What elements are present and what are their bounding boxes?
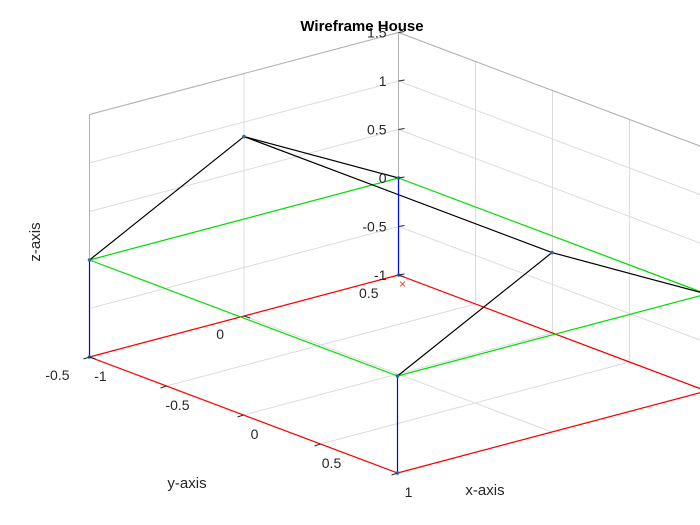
x-tick-mark <box>237 414 244 418</box>
roof-edge <box>89 136 245 261</box>
z-tick-label: -0.5 <box>362 219 386 235</box>
z-tick-mark <box>398 176 405 179</box>
y-tick-mark <box>243 315 251 319</box>
grid-line-wall-x-z <box>89 129 399 212</box>
z-tick-label: 1.5 <box>367 25 387 41</box>
x-tick-label: 0.5 <box>322 455 342 471</box>
grid-line-wall-x-z <box>89 226 399 309</box>
chart-title: Wireframe House <box>300 18 423 35</box>
x-tick-label: 0 <box>251 426 259 442</box>
z-tick-label: -1 <box>374 267 387 283</box>
x-tick-mark <box>83 356 90 360</box>
eaves-edge <box>89 259 398 377</box>
z-tick-label: 0.5 <box>367 122 387 138</box>
x-axis-label: x-axis <box>465 482 504 499</box>
tick-labels: -1 -0.5 0 0.5 1 -0.5 0 0.5 -1 -0.5 0 0.5 1 1.5 <box>45 25 412 501</box>
floor-edge <box>397 392 700 474</box>
z-tick-mark <box>398 225 405 227</box>
eaves-edge <box>89 177 399 261</box>
floor-edge <box>398 274 700 390</box>
y-tick-label: -0.5 <box>45 367 69 383</box>
y-axis-label: y-axis <box>167 475 206 492</box>
x-tick-label: -1 <box>94 368 107 384</box>
box-edge <box>89 32 399 115</box>
z-axis-label: z-axis <box>27 222 44 261</box>
house-edges <box>88 135 700 474</box>
z-tick-label: 0 <box>379 170 387 186</box>
roof-edge <box>397 252 553 377</box>
marker-point: × <box>399 277 406 291</box>
x-tick-label: 1 <box>405 484 413 500</box>
vertex-point <box>242 134 246 139</box>
y-tick-label: 0.5 <box>359 285 379 301</box>
box-edge <box>398 32 700 147</box>
z-tick-mark <box>398 79 405 82</box>
z-tick-mark <box>398 273 405 276</box>
vertex-point <box>395 374 400 378</box>
x-tick-label: -0.5 <box>165 397 189 413</box>
roof-edge <box>243 135 399 179</box>
y-tick-label: 0 <box>216 326 224 342</box>
x-tick-mark <box>391 472 398 476</box>
house-vertices: × <box>87 134 554 475</box>
x-tick-mark <box>160 385 167 389</box>
eaves-edge <box>398 177 700 293</box>
grid-line-floor-y <box>243 315 553 433</box>
eaves-edge <box>397 295 700 377</box>
z-tick-mark <box>398 128 405 130</box>
vertex-point <box>550 250 554 255</box>
roof-edge <box>551 251 700 293</box>
grid-line-wall-x-z <box>89 80 399 164</box>
grid-line-wall-y-z <box>398 129 700 244</box>
vertex-point <box>87 258 92 262</box>
grid-line-wall-y-z <box>398 80 700 196</box>
z-tick-label: 1 <box>379 73 387 89</box>
x-tick-mark <box>314 443 321 447</box>
y-tick-mark <box>89 356 96 360</box>
z-tick-mark <box>398 31 405 33</box>
grid-line-wall-y-z <box>398 226 700 341</box>
